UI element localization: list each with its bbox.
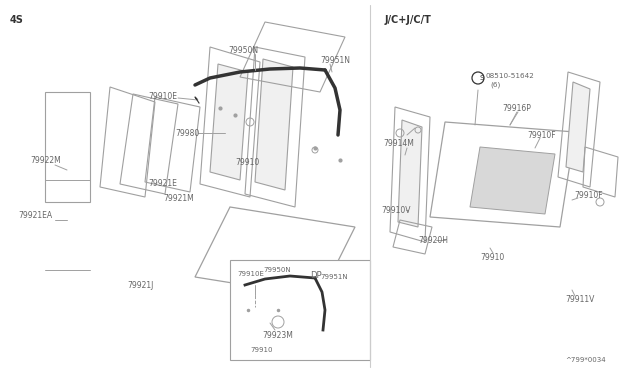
Text: 79910F: 79910F: [574, 190, 603, 199]
Text: 79950N: 79950N: [228, 45, 258, 55]
Text: S: S: [480, 75, 484, 81]
Text: DP: DP: [310, 270, 322, 279]
Text: 79980: 79980: [175, 128, 199, 138]
Text: 79922M: 79922M: [30, 155, 61, 164]
Text: 79951N: 79951N: [320, 55, 350, 64]
Text: 79921EA: 79921EA: [18, 211, 52, 219]
Text: 79910: 79910: [235, 157, 259, 167]
Text: 08510-51642: 08510-51642: [486, 73, 535, 79]
Text: 4S: 4S: [10, 15, 24, 25]
Text: 79920H: 79920H: [418, 235, 448, 244]
Text: 79910E: 79910E: [148, 92, 177, 100]
Text: (6): (6): [490, 82, 500, 88]
Text: 79910E: 79910E: [237, 271, 264, 277]
Text: 79910F: 79910F: [527, 131, 556, 140]
Polygon shape: [210, 64, 248, 180]
Polygon shape: [255, 59, 293, 190]
Text: 79916P: 79916P: [502, 103, 531, 112]
Text: 79921J: 79921J: [127, 280, 154, 289]
FancyBboxPatch shape: [230, 260, 370, 360]
Text: 79921E: 79921E: [148, 179, 177, 187]
Text: 79921M: 79921M: [163, 193, 194, 202]
Polygon shape: [398, 120, 422, 227]
Text: 79911V: 79911V: [565, 295, 595, 305]
Polygon shape: [566, 82, 590, 172]
Text: 79910: 79910: [480, 253, 504, 263]
Text: 79951N: 79951N: [320, 274, 348, 280]
Text: 79910V: 79910V: [381, 205, 410, 215]
Text: 79950N: 79950N: [263, 267, 291, 273]
Text: 79910: 79910: [250, 347, 273, 353]
Text: 79923M: 79923M: [262, 330, 293, 340]
Text: ^799*0034: ^799*0034: [565, 357, 605, 363]
Polygon shape: [470, 147, 555, 214]
Text: J/C+J/C/T: J/C+J/C/T: [385, 15, 432, 25]
Text: 79914M: 79914M: [383, 138, 414, 148]
